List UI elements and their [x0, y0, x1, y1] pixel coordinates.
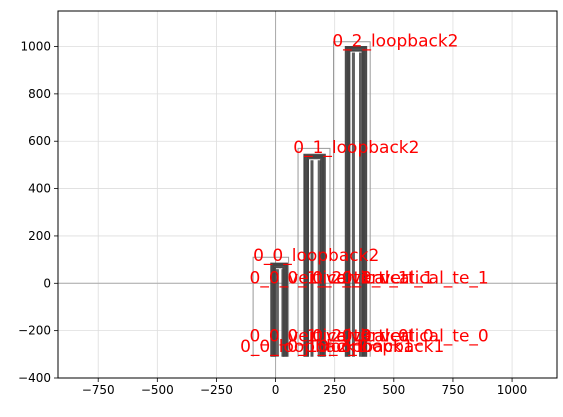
x-tick-label: −500: [141, 383, 174, 397]
annotation-label: 0_0_vertical_te_1: [342, 268, 489, 288]
structure-0_1_loopback2: [303, 153, 326, 357]
annotation-label: 0_0_vertical_te_0: [342, 326, 489, 346]
waveguide-path: [305, 155, 324, 357]
x-tick-label: −250: [200, 383, 233, 397]
waveguide-path: [306, 156, 324, 357]
y-tick-label: 800: [28, 87, 51, 101]
annotation-label: 0_0_loopback2: [253, 246, 379, 266]
annotation-label: 0_0_loopback1: [240, 337, 366, 357]
waveguide-path: [272, 264, 287, 357]
waveguide-path: [347, 48, 365, 357]
annotation-label: 0_1_vertical_1: [287, 268, 408, 288]
x-tick-label: 1000: [497, 383, 528, 397]
waveguide-layer: [270, 45, 368, 357]
annotation-label: 0_0_vertical_0: [250, 326, 371, 346]
x-tick-label: −750: [82, 383, 115, 397]
waveguide-path: [346, 47, 366, 357]
outline-path: [333, 41, 371, 357]
y-tick-label: 1000: [20, 40, 51, 54]
waveguide-path: [272, 265, 286, 357]
annotation-label: 0_1_loopback2: [293, 138, 419, 158]
y-tick-label: 600: [28, 134, 51, 148]
x-tick-label: 250: [323, 383, 346, 397]
waveguide-path: [304, 154, 325, 357]
outline-path: [252, 256, 290, 357]
x-tick-label: 0: [272, 383, 280, 397]
waveguide-path: [271, 263, 288, 357]
x-tick-label: 750: [441, 383, 464, 397]
waveguide-path: [349, 50, 363, 357]
waveguide-path: [345, 46, 367, 357]
annotation-label: 0_2_loopback1: [318, 337, 444, 357]
annotation-label: 0_0_vertical_1: [250, 268, 371, 288]
waveguide-path: [348, 49, 364, 357]
y-tick-label: 0: [43, 276, 51, 290]
y-tick-label: 200: [28, 229, 51, 243]
annotation-label: 0_2_loopback2: [332, 32, 458, 52]
waveguide-path: [307, 158, 322, 357]
y-tick-label: −400: [18, 371, 51, 385]
y-tick-label: −200: [18, 324, 51, 338]
waveguide-path: [344, 45, 368, 357]
annotation-layer: 0_2_loopback20_1_loopback20_0_loopback20…: [240, 32, 489, 357]
annotation-label: 0_2_vertical_1: [312, 268, 433, 288]
waveguide-path: [270, 262, 288, 357]
annotation-label: 0_1_loopback1: [287, 337, 413, 357]
y-tick-label: 400: [28, 182, 51, 196]
outline-path: [297, 147, 331, 357]
outline-layer: [252, 41, 371, 357]
structure-0_2_loopback2: [344, 45, 368, 357]
annotation-label: 0_2_vertical_0: [312, 326, 433, 346]
tick-layer: −750 −500 −250 0 250 500 750 1000 −400 −200 0 200 40…: [18, 40, 527, 397]
annotation-label: 0_1_vertical_0: [287, 326, 408, 346]
x-tick-label: 500: [382, 383, 405, 397]
plot-frame: [57, 10, 558, 379]
structure-0_0_loopback2: [270, 262, 288, 357]
waveguide-path: [303, 153, 326, 357]
waveguide-path: [307, 157, 323, 357]
